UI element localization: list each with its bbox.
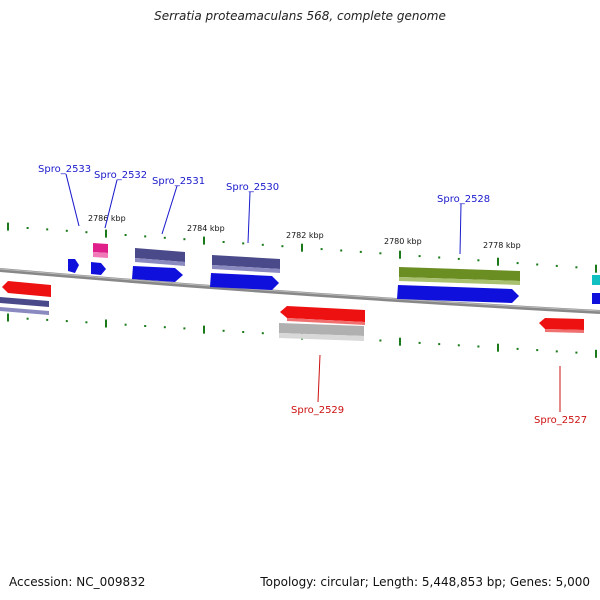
gene-feature-spro-2532[interactable] — [91, 243, 108, 275]
label-leader-line — [317, 354, 321, 403]
gene-label-spro-2532[interactable]: Spro_2532 — [94, 170, 147, 181]
gene-label-spro-2529[interactable]: Spro_2529 — [291, 405, 344, 416]
label-leader-line — [65, 173, 80, 227]
gene-feature-spro-2531[interactable] — [132, 248, 185, 282]
outer-tick-row — [7, 222, 597, 273]
gene-label-spro-2531[interactable]: Spro_2531 — [152, 176, 205, 187]
label-leader-line — [459, 203, 462, 255]
gene-feature-spro-2533[interactable] — [68, 259, 79, 273]
tick-label: 2786 kbp — [88, 214, 126, 223]
genome-backbone — [0, 268, 600, 314]
accession-text: Accession: NC_009832 — [9, 575, 146, 589]
tick-label: 2782 kbp — [286, 231, 324, 240]
topology-text: Topology: circular; Length: 5,448,853 bp… — [260, 575, 590, 589]
label-leader-line — [247, 191, 251, 244]
gene-feature-left-edge[interactable] — [0, 281, 51, 315]
gene-feature-spro-2529[interactable] — [279, 306, 365, 341]
gene-feature-spro-2527[interactable] — [539, 318, 584, 333]
gene-label-spro-2533[interactable]: Spro_2533 — [38, 164, 91, 175]
label-leader-line — [161, 185, 178, 235]
gene-feature-spro-2530[interactable] — [210, 255, 280, 290]
label-leader-line — [104, 179, 118, 229]
gene-label-spro-2527[interactable]: Spro_2527 — [534, 415, 587, 426]
gene-label-spro-2528[interactable]: Spro_2528 — [437, 194, 490, 205]
genome-title: Serratia proteamaculans 568, complete ge… — [154, 9, 446, 23]
gene-feature-edge-right[interactable] — [592, 275, 600, 304]
gene-label-spro-2530[interactable]: Spro_2530 — [226, 182, 279, 193]
tick-label: 2780 kbp — [384, 237, 422, 246]
gene-feature-spro-2528[interactable] — [397, 267, 520, 303]
tick-label: 2784 kbp — [187, 224, 225, 233]
tick-label: 2778 kbp — [483, 241, 521, 250]
